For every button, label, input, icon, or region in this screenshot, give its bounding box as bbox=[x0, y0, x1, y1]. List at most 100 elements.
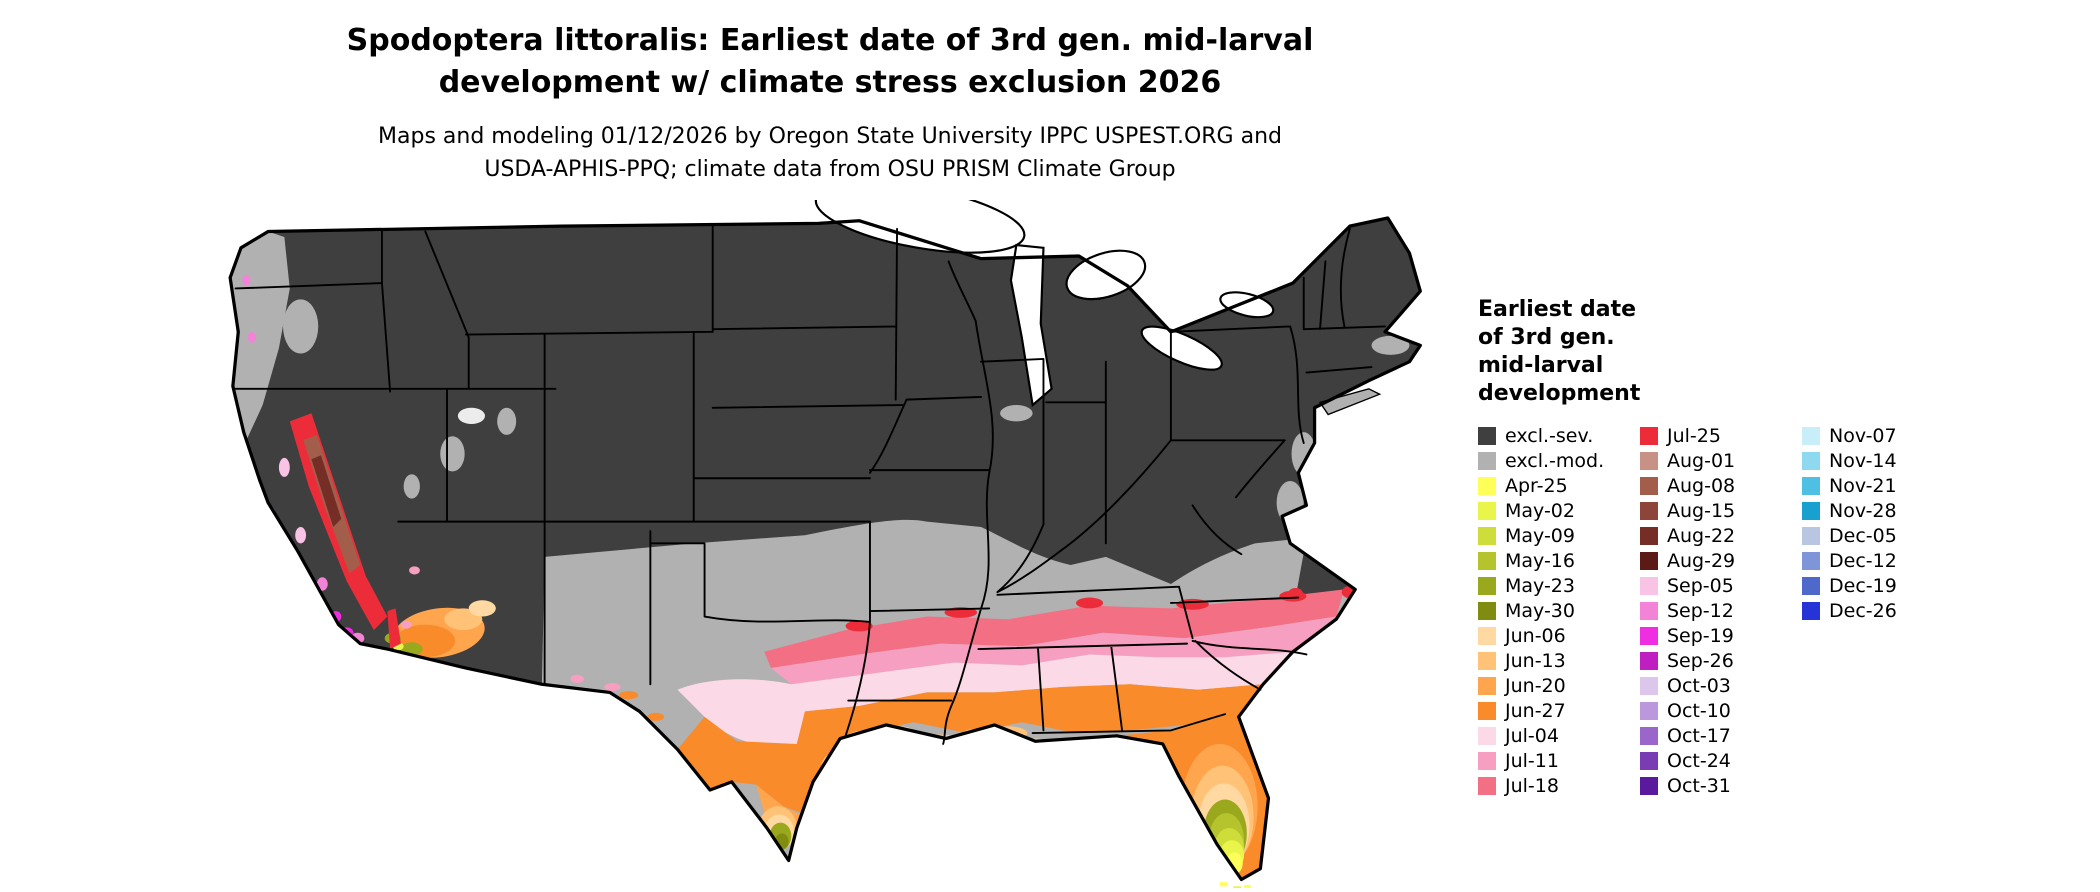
legend-item-label: Oct-17 bbox=[1667, 725, 1731, 748]
lake-erie bbox=[1140, 325, 1223, 371]
great-lakes bbox=[814, 200, 1275, 408]
legend-swatch bbox=[1802, 552, 1820, 571]
legend-item: Aug-08 bbox=[1640, 474, 1802, 499]
legend-swatch bbox=[1802, 502, 1820, 521]
legend-swatch bbox=[1640, 527, 1658, 546]
us-map bbox=[222, 200, 1442, 888]
legend-item-label: Jul-18 bbox=[1505, 775, 1559, 798]
legend-swatch bbox=[1802, 602, 1820, 621]
legend-item-label: Aug-01 bbox=[1667, 450, 1736, 473]
legend-item: May-16 bbox=[1478, 549, 1640, 574]
legend-item-label: Aug-15 bbox=[1667, 500, 1736, 523]
legend-item-label: Aug-22 bbox=[1667, 525, 1736, 548]
page-title: Spodoptera littoralis: Earliest date of … bbox=[0, 20, 1660, 104]
region-jun27-band bbox=[677, 684, 1264, 815]
region-jul11-specks bbox=[400, 566, 621, 692]
legend-item-label: Jun-27 bbox=[1505, 700, 1566, 723]
legend-item: Nov-14 bbox=[1802, 449, 1964, 474]
legend-item: Dec-26 bbox=[1802, 599, 1964, 624]
legend-item: Jun-27 bbox=[1478, 699, 1640, 724]
legend-swatch bbox=[1478, 577, 1496, 596]
legend-swatch bbox=[1640, 427, 1658, 446]
legend-item: Sep-05 bbox=[1640, 574, 1802, 599]
page-title-line1: Spodoptera littoralis: Earliest date of … bbox=[346, 23, 1314, 58]
legend-swatch bbox=[1640, 552, 1658, 571]
legend-item-label: Jul-04 bbox=[1505, 725, 1559, 748]
state-borders bbox=[231, 225, 1387, 745]
legend-item-label: Jul-25 bbox=[1667, 425, 1721, 448]
legend-item: Aug-22 bbox=[1640, 524, 1802, 549]
us-outline bbox=[228, 216, 1422, 882]
legend-item-label: Apr-25 bbox=[1505, 475, 1568, 498]
legend-swatch bbox=[1802, 427, 1820, 446]
legend-swatch bbox=[1640, 652, 1658, 671]
legend-swatch bbox=[1640, 502, 1658, 521]
legend-item-label: Dec-26 bbox=[1829, 600, 1897, 623]
legend-column: excl.-sev. excl.-mod. Apr-25 May-02 May-09 Ma… bbox=[1478, 424, 1640, 799]
legend-swatch bbox=[1640, 752, 1658, 771]
legend-item-label: Dec-19 bbox=[1829, 575, 1897, 598]
legend-item: May-02 bbox=[1478, 499, 1640, 524]
legend-item: Sep-26 bbox=[1640, 649, 1802, 674]
legend-swatch bbox=[1640, 677, 1658, 696]
lake-superior bbox=[814, 200, 1026, 254]
page-subtitle-line2: USDA-APHIS-PPQ; climate data from OSU PR… bbox=[484, 157, 1176, 182]
legend-swatch bbox=[1478, 552, 1496, 571]
legend-swatch bbox=[1478, 752, 1496, 771]
legend-swatch bbox=[1640, 602, 1658, 621]
florida-keys-speck2 bbox=[1233, 886, 1242, 888]
legend-item: Jun-13 bbox=[1478, 649, 1640, 674]
legend-item: May-30 bbox=[1478, 599, 1640, 624]
map-legend: Earliest date of 3rd gen. mid-larval dev… bbox=[1478, 296, 2038, 799]
legend-item-label: Sep-26 bbox=[1667, 650, 1734, 673]
legend-item: Dec-05 bbox=[1802, 524, 1964, 549]
legend-item-label: May-02 bbox=[1505, 500, 1575, 523]
legend-item: Sep-12 bbox=[1640, 599, 1802, 624]
legend-item-label: Nov-14 bbox=[1829, 450, 1897, 473]
legend-swatch bbox=[1640, 702, 1658, 721]
legend-title-line: Earliest date bbox=[1478, 297, 1637, 322]
legend-title-line: development bbox=[1478, 381, 1641, 407]
legend-swatch bbox=[1802, 452, 1820, 471]
legend-swatch bbox=[1478, 777, 1496, 796]
legend-swatch bbox=[1478, 502, 1496, 521]
lake-ontario bbox=[1219, 291, 1275, 319]
region-jun27-specks bbox=[619, 691, 664, 721]
legend-swatch bbox=[1640, 577, 1658, 596]
legend-swatch bbox=[1802, 577, 1820, 596]
region-jul25-colorado-river bbox=[387, 608, 401, 650]
legend-item: Jul-18 bbox=[1478, 774, 1640, 799]
region-jul04-texas bbox=[677, 679, 808, 747]
us-map-svg bbox=[228, 200, 1422, 888]
legend-item: Oct-10 bbox=[1640, 699, 1802, 724]
legend-item-label: Nov-07 bbox=[1829, 425, 1897, 448]
legend-item: Oct-03 bbox=[1640, 674, 1802, 699]
legend-item: May-23 bbox=[1478, 574, 1640, 599]
legend-title-line: of 3rd gen. bbox=[1478, 325, 1615, 351]
legend-item: Nov-21 bbox=[1802, 474, 1964, 499]
legend-item-label: Dec-12 bbox=[1829, 550, 1897, 573]
legend-item-label: Nov-28 bbox=[1829, 500, 1897, 523]
legend-swatch bbox=[1478, 727, 1496, 746]
legend-item: Apr-25 bbox=[1478, 474, 1640, 499]
legend-item: Aug-29 bbox=[1640, 549, 1802, 574]
legend-swatch bbox=[1478, 452, 1496, 471]
florida-keys-specks bbox=[1219, 882, 1251, 888]
legend-item: May-09 bbox=[1478, 524, 1640, 549]
legend-item-label: May-16 bbox=[1505, 550, 1575, 573]
legend-item: Nov-07 bbox=[1802, 424, 1964, 449]
legend-item: Oct-24 bbox=[1640, 749, 1802, 774]
legend-item: Aug-01 bbox=[1640, 449, 1802, 474]
region-jul11-band bbox=[771, 616, 1337, 685]
lake-huron bbox=[1065, 249, 1147, 301]
legend-swatch bbox=[1640, 452, 1658, 471]
legend-item-label: May-30 bbox=[1505, 600, 1575, 623]
legend-item-label: Oct-10 bbox=[1667, 700, 1731, 723]
legend-item: Oct-17 bbox=[1640, 724, 1802, 749]
legend-columns: excl.-sev. excl.-mod. Apr-25 May-02 May-09 Ma… bbox=[1478, 424, 2038, 799]
legend-item-label: Nov-21 bbox=[1829, 475, 1897, 498]
legend-item: Jul-11 bbox=[1478, 749, 1640, 774]
legend-item-label: Sep-12 bbox=[1667, 600, 1734, 623]
legend-item: excl.-sev. bbox=[1478, 424, 1640, 449]
legend-item: Dec-12 bbox=[1802, 549, 1964, 574]
